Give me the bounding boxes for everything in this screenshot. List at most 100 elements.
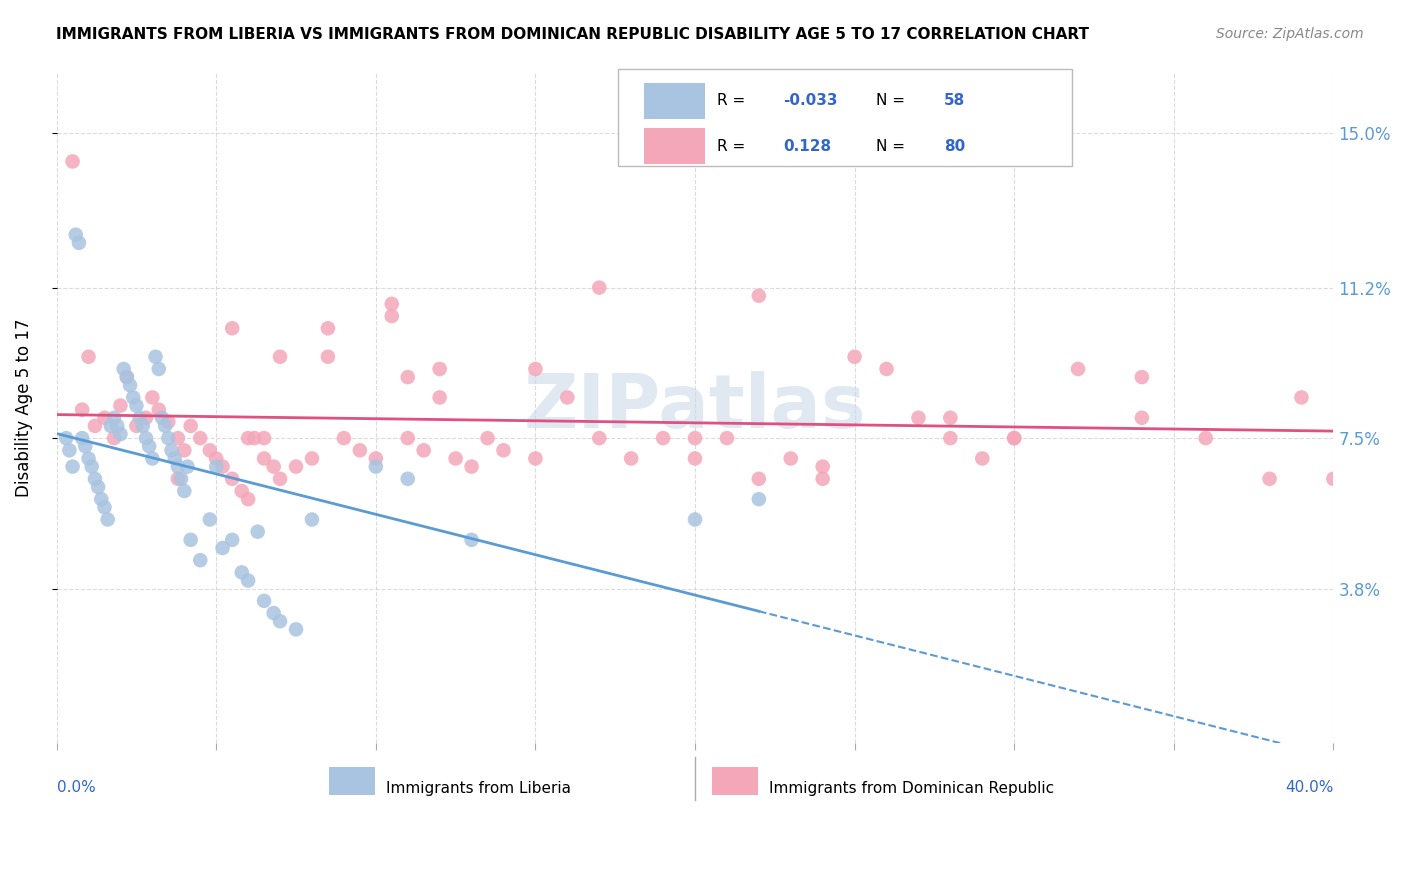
Point xyxy=(93,500,115,515)
Text: ZIPatlas: ZIPatlas xyxy=(523,371,866,444)
Point xyxy=(364,451,387,466)
Point xyxy=(167,431,190,445)
Point xyxy=(588,280,610,294)
Point xyxy=(876,362,898,376)
Point xyxy=(269,350,291,364)
Point xyxy=(557,391,579,405)
Point xyxy=(811,472,834,486)
Point xyxy=(65,227,87,242)
Point xyxy=(77,350,100,364)
Text: 0.128: 0.128 xyxy=(783,139,831,153)
Point xyxy=(70,402,93,417)
Point xyxy=(253,594,276,608)
Point xyxy=(176,459,198,474)
Point xyxy=(412,443,434,458)
Point xyxy=(683,451,706,466)
Point xyxy=(163,451,186,466)
Point xyxy=(135,431,157,445)
FancyBboxPatch shape xyxy=(644,83,706,119)
Point xyxy=(333,431,356,445)
Text: R =: R = xyxy=(717,94,749,109)
Point xyxy=(381,297,404,311)
Point xyxy=(198,512,221,526)
Point xyxy=(524,451,547,466)
Text: 80: 80 xyxy=(943,139,966,153)
FancyBboxPatch shape xyxy=(644,128,706,164)
Point xyxy=(381,309,404,323)
Point xyxy=(188,431,211,445)
Point xyxy=(170,472,193,486)
Point xyxy=(77,451,100,466)
Point xyxy=(145,350,167,364)
Point xyxy=(157,415,180,429)
Point xyxy=(429,391,451,405)
Point xyxy=(748,289,770,303)
Point xyxy=(90,492,112,507)
FancyBboxPatch shape xyxy=(619,69,1071,166)
Point xyxy=(236,574,259,588)
Point xyxy=(148,362,170,376)
Point xyxy=(58,443,80,458)
Point xyxy=(118,378,141,392)
Point xyxy=(1002,431,1025,445)
Point xyxy=(110,399,132,413)
Point xyxy=(588,431,610,445)
Point xyxy=(1258,472,1281,486)
Point xyxy=(157,431,180,445)
Point xyxy=(75,439,97,453)
Point xyxy=(115,370,138,384)
Point xyxy=(444,451,467,466)
Point xyxy=(135,410,157,425)
Text: Source: ZipAtlas.com: Source: ZipAtlas.com xyxy=(1216,27,1364,41)
Text: R =: R = xyxy=(717,139,749,153)
Point xyxy=(844,350,866,364)
Point xyxy=(396,370,419,384)
Text: Immigrants from Dominican Republic: Immigrants from Dominican Republic xyxy=(769,780,1054,796)
FancyBboxPatch shape xyxy=(711,767,758,795)
Point xyxy=(460,459,482,474)
Point xyxy=(100,418,122,433)
Point xyxy=(205,459,228,474)
Point xyxy=(55,431,77,445)
Point xyxy=(492,443,515,458)
Point xyxy=(221,321,243,335)
Point xyxy=(115,370,138,384)
Text: 0.0%: 0.0% xyxy=(56,780,96,795)
Point xyxy=(716,431,738,445)
Point xyxy=(84,472,107,486)
Point xyxy=(285,623,308,637)
Point xyxy=(939,431,962,445)
Point xyxy=(460,533,482,547)
Point xyxy=(112,362,135,376)
Point xyxy=(811,459,834,474)
Point xyxy=(141,451,163,466)
Point xyxy=(683,512,706,526)
Point xyxy=(153,418,176,433)
Point xyxy=(748,492,770,507)
Point xyxy=(243,431,266,445)
Text: 58: 58 xyxy=(943,94,966,109)
Point xyxy=(253,431,276,445)
Point xyxy=(477,431,499,445)
Point xyxy=(316,350,339,364)
Point xyxy=(141,391,163,405)
Point xyxy=(253,451,276,466)
Point xyxy=(221,472,243,486)
Point xyxy=(128,410,150,425)
Point xyxy=(122,391,145,405)
Point xyxy=(110,427,132,442)
Point xyxy=(301,451,323,466)
Point xyxy=(316,321,339,335)
Point xyxy=(148,402,170,417)
Point xyxy=(167,472,190,486)
Text: 40.0%: 40.0% xyxy=(1285,780,1333,795)
Text: Immigrants from Liberia: Immigrants from Liberia xyxy=(387,780,571,796)
Point xyxy=(62,459,84,474)
Point xyxy=(263,606,285,620)
Point xyxy=(173,483,195,498)
Point xyxy=(246,524,269,539)
Point xyxy=(301,512,323,526)
Point xyxy=(683,431,706,445)
Point xyxy=(652,431,675,445)
Point xyxy=(93,410,115,425)
